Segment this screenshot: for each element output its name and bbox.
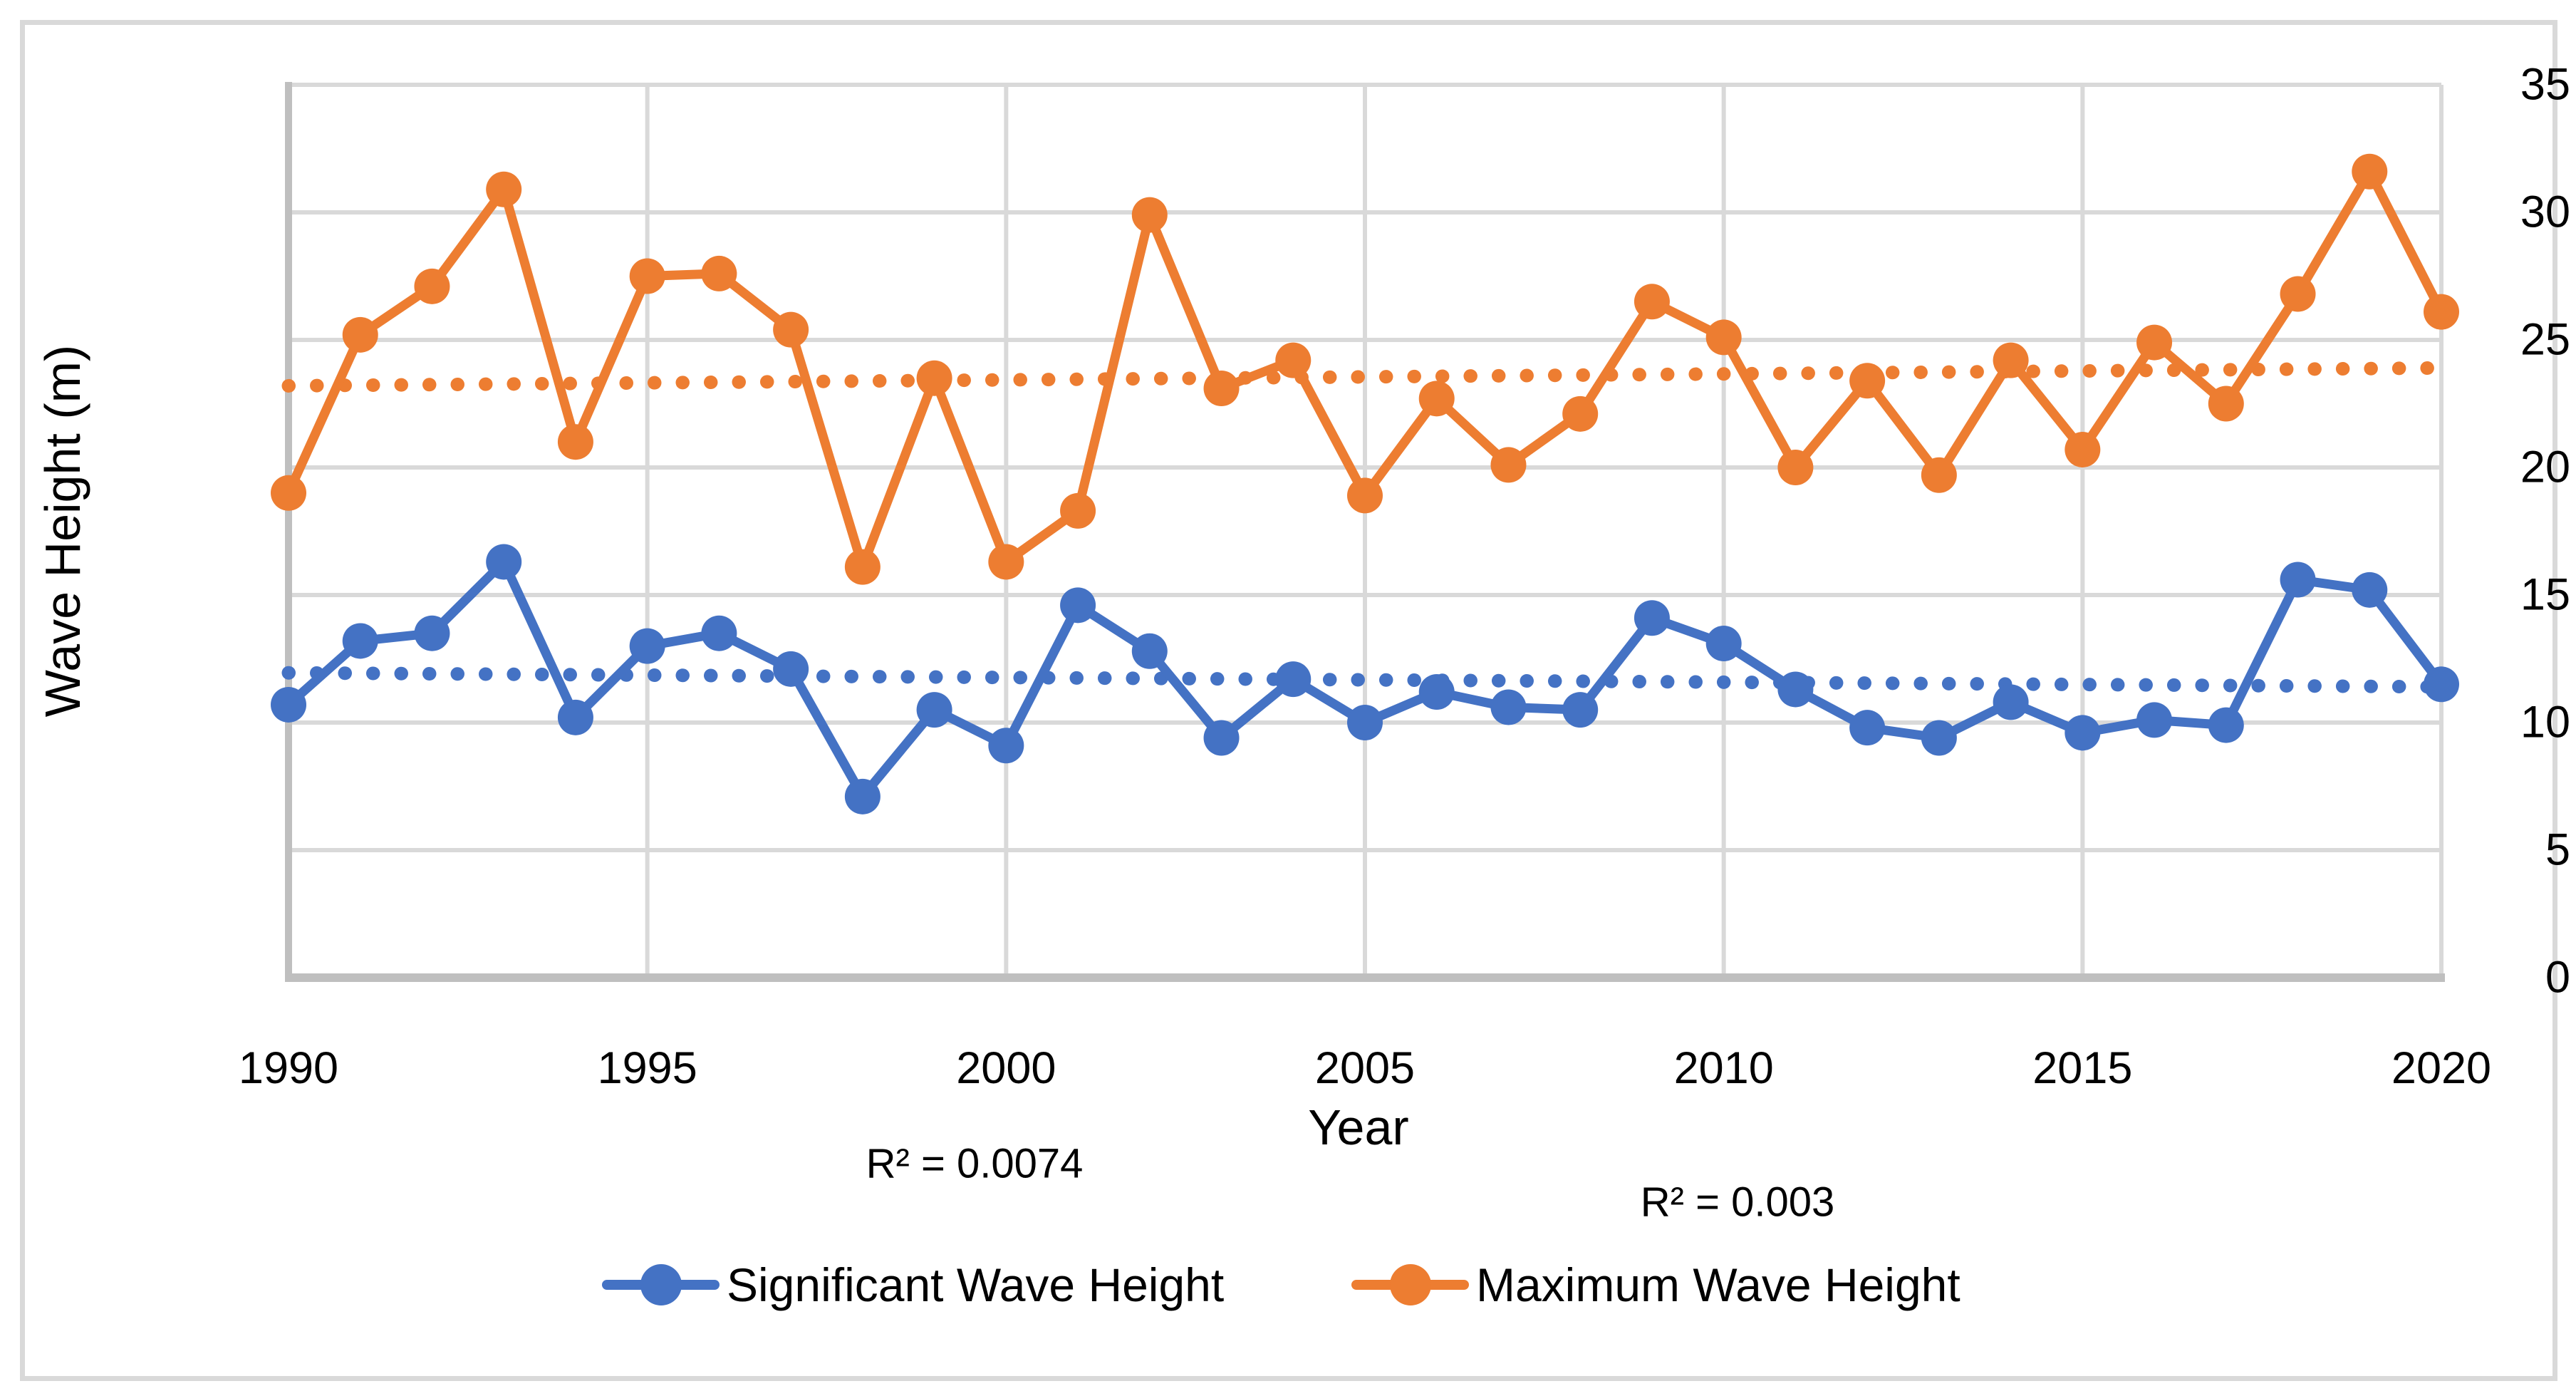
data-point-significant-1993 [486, 544, 522, 580]
data-point-significant-1996 [701, 615, 737, 651]
y-tick-label: 35 [2520, 59, 2570, 110]
data-point-significant-1998 [844, 778, 881, 814]
data-point-maximum-2013 [1921, 457, 1957, 493]
legend-line-marker-icon [602, 1264, 720, 1305]
data-point-significant-2008 [1562, 692, 1599, 728]
data-point-maximum-2004 [1275, 342, 1312, 378]
x-tick-label: 1990 [238, 1043, 339, 1093]
legend-circle-marker-icon [1389, 1264, 1431, 1305]
x-axis-title: Year [1308, 1100, 1409, 1155]
x-tick-label: 2005 [1314, 1043, 1416, 1093]
data-point-significant-2009 [1634, 600, 1670, 636]
data-point-significant-2013 [1921, 720, 1957, 756]
data-point-maximum-1991 [342, 316, 378, 353]
data-point-significant-1992 [414, 615, 450, 651]
data-point-maximum-2008 [1562, 395, 1599, 432]
data-point-significant-2019 [2352, 572, 2388, 608]
y-tick-label: 30 [2520, 187, 2570, 237]
y-tick-label: 10 [2520, 697, 2570, 748]
data-point-significant-2018 [2280, 562, 2316, 598]
data-point-maximum-1995 [629, 258, 665, 294]
data-point-significant-1999 [916, 692, 952, 728]
data-point-maximum-1998 [844, 549, 881, 585]
data-point-maximum-2002 [1131, 197, 1168, 233]
data-point-significant-2007 [1490, 689, 1527, 725]
data-point-maximum-1999 [916, 360, 952, 396]
data-point-significant-1995 [629, 628, 665, 664]
x-tick-label: 1995 [597, 1043, 697, 1093]
data-point-maximum-1997 [773, 311, 809, 348]
data-point-maximum-1994 [557, 424, 593, 460]
data-point-maximum-2001 [1060, 492, 1096, 529]
data-point-maximum-2017 [2208, 386, 2244, 422]
data-point-maximum-1993 [486, 171, 522, 207]
data-point-significant-2016 [2136, 702, 2173, 738]
data-point-maximum-2007 [1490, 447, 1527, 483]
data-point-significant-1994 [557, 699, 593, 735]
legend-label: Significant Wave Height [727, 1258, 1225, 1311]
x-tick-label: 2000 [956, 1043, 1056, 1093]
legend-line-marker-icon [1351, 1264, 1469, 1305]
data-point-maximum-2005 [1347, 477, 1383, 514]
data-point-significant-2004 [1275, 661, 1312, 698]
data-point-maximum-2010 [1705, 319, 1742, 356]
data-point-significant-1991 [342, 623, 378, 659]
x-tick-label: 2010 [1673, 1043, 1774, 1093]
data-point-maximum-2015 [2065, 431, 2101, 467]
data-point-significant-2014 [1993, 684, 2029, 720]
x-tick-label: 2020 [2391, 1043, 2492, 1093]
x-tick-label: 2015 [2032, 1043, 2133, 1093]
r2-annotation-significant: R² = 0.0074 [866, 1140, 1084, 1187]
data-point-maximum-1996 [701, 255, 737, 291]
data-point-maximum-1990 [271, 475, 306, 511]
data-point-significant-2005 [1347, 705, 1383, 740]
data-point-significant-1990 [271, 686, 306, 723]
y-axis-title: Wave Height (m) [35, 344, 90, 718]
data-point-maximum-2020 [2424, 294, 2459, 330]
data-point-maximum-2019 [2352, 153, 2388, 190]
data-point-significant-2002 [1131, 633, 1168, 669]
data-point-maximum-2006 [1418, 381, 1455, 417]
y-tick-label: 5 [2545, 824, 2570, 875]
y-tick-label: 25 [2520, 314, 2570, 365]
legend-circle-marker-icon [640, 1264, 682, 1305]
data-point-maximum-2011 [1777, 450, 1814, 485]
data-point-significant-2006 [1418, 674, 1455, 710]
data-point-significant-2003 [1203, 720, 1240, 756]
data-point-maximum-2018 [2280, 276, 2316, 312]
data-point-significant-2000 [988, 728, 1024, 764]
data-point-significant-2015 [2065, 715, 2101, 751]
data-point-maximum-2003 [1203, 371, 1240, 407]
data-point-significant-2012 [1849, 710, 1886, 746]
y-tick-label: 0 [2545, 952, 2570, 1003]
data-point-maximum-2000 [988, 544, 1024, 580]
data-point-significant-1997 [773, 651, 809, 687]
data-point-maximum-2012 [1849, 363, 1886, 399]
data-point-significant-2017 [2208, 707, 2244, 743]
data-point-significant-2001 [1060, 587, 1096, 624]
y-tick-label: 15 [2520, 569, 2570, 620]
y-tick-label: 20 [2520, 442, 2570, 492]
r2-annotation-maximum: R² = 0.003 [1640, 1179, 1835, 1226]
data-point-maximum-2009 [1634, 284, 1670, 320]
legend-label: Maximum Wave Height [1476, 1258, 1960, 1311]
data-point-significant-2010 [1705, 626, 1742, 662]
data-point-significant-2020 [2424, 666, 2459, 703]
data-point-maximum-2014 [1993, 342, 2029, 378]
chart-outer-border [20, 20, 2557, 1381]
data-point-significant-2011 [1777, 671, 1814, 708]
data-point-maximum-1992 [414, 268, 450, 304]
data-point-maximum-2016 [2136, 324, 2173, 361]
